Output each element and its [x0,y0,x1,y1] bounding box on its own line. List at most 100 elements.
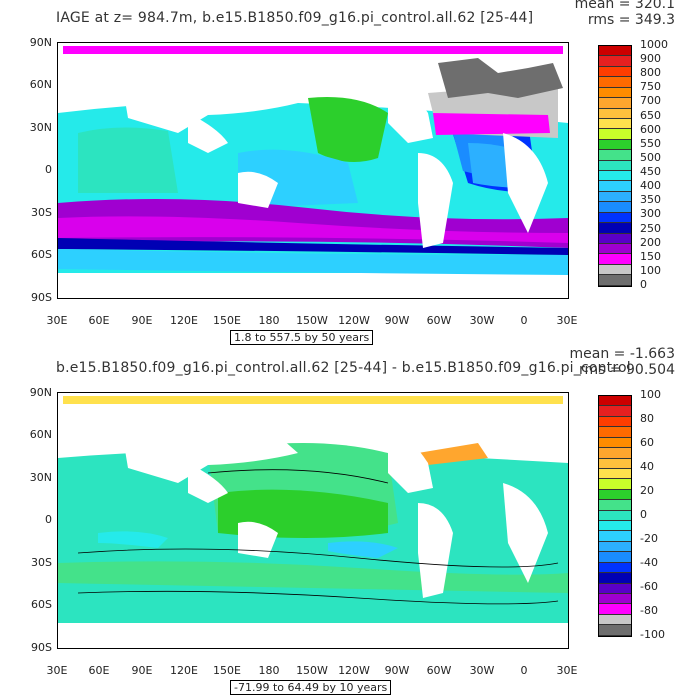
lon-label: 90W [384,314,410,327]
lon-label: 120E [170,664,198,677]
colorbar-segment [599,46,631,57]
lon-label: 150E [213,314,241,327]
lon-label: 60E [88,314,110,327]
colorbar-label: 40 [640,460,654,473]
colorbar-segment [599,604,631,615]
colorbar-label: 100 [640,263,661,277]
colorbar-segment [599,118,631,130]
lon-label: 150W [296,664,328,677]
lat-label: 90N [29,386,52,399]
colorbar-label: 400 [640,179,661,193]
colorbar-segment [599,458,631,469]
colorbar-segment [599,396,631,407]
colorbar-segment [599,160,631,172]
colorbar-segment [599,191,631,203]
colorbar-segment [599,406,631,417]
colorbar [598,395,632,637]
colorbar-label: 900 [640,52,661,66]
colorbar-segment [599,489,631,501]
colorbar-segment [599,244,631,255]
colorbar-label: 200 [640,235,661,249]
panel-title: b.e15.B1850.f09_g16.pi_control.all.62 [2… [56,360,631,376]
colorbar-label: 300 [640,207,661,221]
lon-label: 30E [556,314,578,327]
colorbar-segment [599,108,631,119]
lon-label: 90W [384,664,410,677]
colorbar-segment [599,594,631,605]
colorbar-label: 1000 [640,38,668,51]
colorbar-segment [599,427,631,438]
lon-label: 0 [520,664,528,677]
colorbar-label: 600 [640,122,661,136]
colorbar-segment [599,139,631,151]
colorbar-segment [599,437,631,449]
range-box: -71.99 to 64.49 by 10 years [230,680,392,695]
colorbar-label: 0 [640,508,647,521]
lon-label: 60E [88,664,110,677]
diff-map [57,392,569,649]
panel-title: IAGE at z= 984.7m, b.e15.B1850.f09_g16.p… [56,10,534,26]
lat-label: 90N [29,36,52,49]
colorbar-segment [599,150,631,161]
colorbar-segment [599,202,631,213]
colorbar-segment [599,448,631,459]
colorbar-segment [599,254,631,265]
lat-label: 30S [31,556,52,569]
lat-label: 30N [29,121,52,134]
lon-label: 150W [296,314,328,327]
colorbar-segment [599,233,631,245]
colorbar-segment [599,552,631,563]
lon-label: 30E [556,664,578,677]
colorbar [598,45,632,287]
colorbar-segment [599,87,631,99]
colorbar-segment [599,510,631,522]
colorbar-segment [599,66,631,78]
mean-label: mean = 320.1 [574,0,675,12]
colorbar-label: 800 [640,66,661,80]
lon-label: 120W [338,664,370,677]
colorbar-label: -60 [640,580,658,593]
lon-label: 150E [213,664,241,677]
colorbar-label: 450 [640,165,661,179]
lon-label: 90E [131,314,153,327]
colorbar-label: -40 [640,556,658,569]
bottom-panel: b.e15.B1850.f09_g16.pi_control.all.62 [2… [0,346,700,700]
colorbar-label: 80 [640,412,654,425]
colorbar-segment [599,479,631,490]
colorbar-segment [599,212,631,224]
colorbar-label: 0 [640,278,647,291]
colorbar-segment [599,521,631,532]
lon-label: 120E [170,314,198,327]
diff-map-graphic [58,393,568,648]
age-map-graphic [58,43,568,298]
colorbar-label: 60 [640,436,654,449]
colorbar-label: 250 [640,221,661,235]
colorbar-segment [599,77,631,88]
range-box: 1.8 to 557.5 by 50 years [230,330,374,345]
colorbar-segment [599,56,631,67]
colorbar-label: 150 [640,249,661,263]
colorbar-segment [599,468,631,480]
colorbar-segment [599,129,631,140]
lat-label: 90S [31,291,52,304]
rms-label: rms = 90.504 [578,362,675,378]
lon-label: 180 [258,314,280,327]
lon-label: 90E [131,664,153,677]
rms-label: rms = 349.3 [587,12,675,28]
colorbar-segment [599,98,631,109]
colorbar-segment [599,562,631,574]
lat-label: 0 [45,513,52,526]
colorbar-label: -100 [640,628,665,641]
lon-label: 60W [426,314,452,327]
colorbar-label: 350 [640,193,661,207]
colorbar-label: 750 [640,80,661,94]
colorbar-segment [599,416,631,428]
lat-label: 30N [29,471,52,484]
lat-label: 60S [31,248,52,261]
colorbar-label: 100 [640,388,661,401]
lon-label: 30E [46,314,68,327]
colorbar-label: 20 [640,484,654,497]
lat-label: 60N [29,78,52,91]
top-panel: IAGE at z= 984.7m, b.e15.B1850.f09_g16.p… [29,0,675,345]
colorbar-segment [599,531,631,542]
